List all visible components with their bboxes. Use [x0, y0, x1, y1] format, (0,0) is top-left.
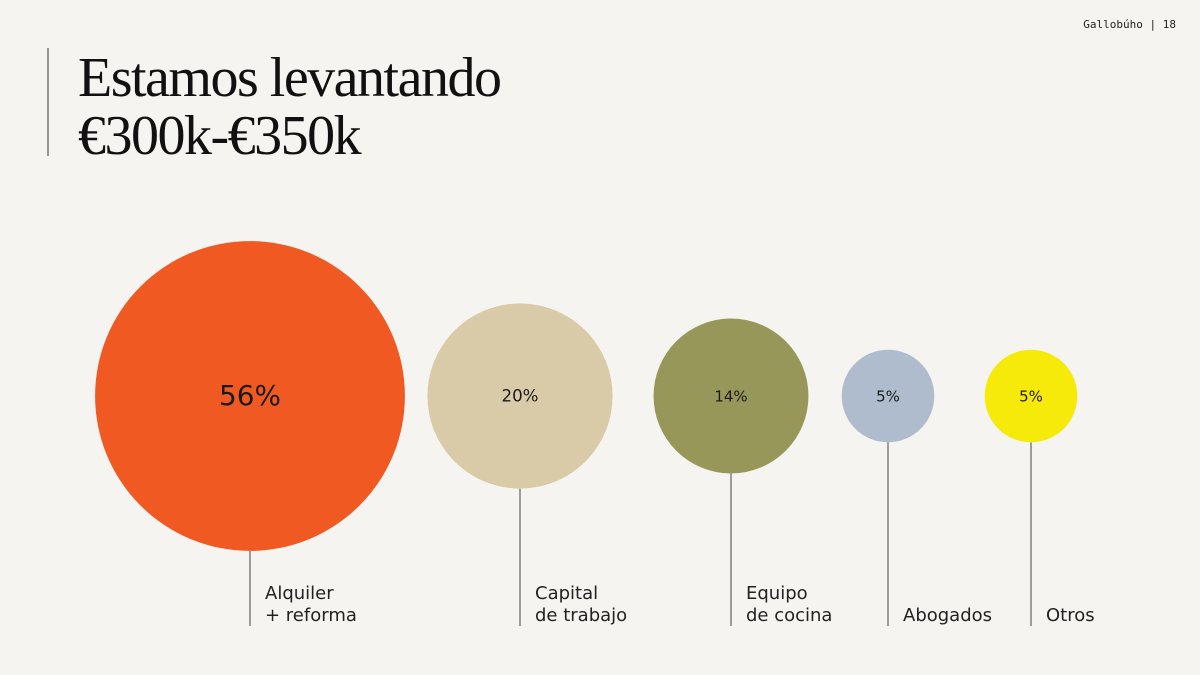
category-label: Otros	[1046, 605, 1095, 626]
title-line: Estamos levantando	[78, 47, 500, 109]
bubble	[427, 303, 613, 489]
bubble	[984, 349, 1078, 443]
category-label: Capital	[535, 583, 598, 604]
category-label: Equipo	[746, 583, 808, 604]
category-label: Abogados	[903, 605, 992, 626]
category-label: de trabajo	[535, 605, 627, 626]
value-label: 14%	[714, 388, 747, 406]
header-brand: Gallobúho | 18	[1083, 18, 1176, 31]
value-label: 20%	[501, 387, 538, 406]
value-label: 56%	[219, 379, 281, 412]
category-label: de cocina	[746, 605, 832, 626]
category-label: + reforma	[265, 605, 357, 626]
category-label: Alquiler	[265, 583, 334, 604]
bubble	[653, 318, 809, 474]
value-label: 5%	[1019, 388, 1043, 406]
title-line: €300k-€350k	[78, 105, 362, 167]
bubble	[95, 241, 405, 551]
value-label: 5%	[876, 388, 900, 406]
bubble	[841, 349, 935, 443]
